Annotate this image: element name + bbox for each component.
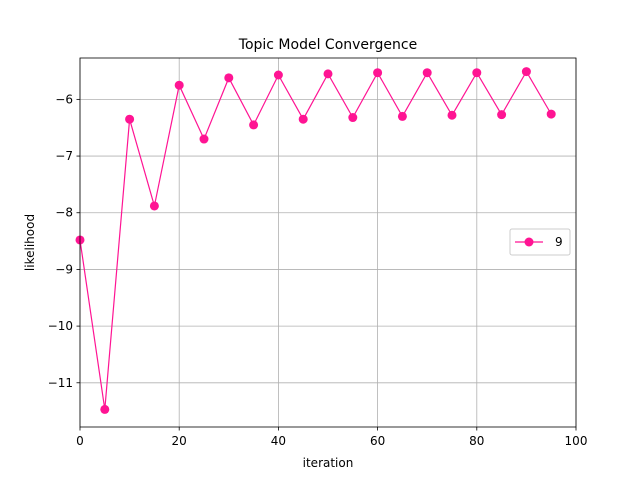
- x-tick-label: 100: [565, 434, 588, 448]
- data-point: [149, 201, 159, 211]
- x-tick-label: 60: [370, 434, 385, 448]
- data-point: [174, 80, 184, 90]
- data-point: [447, 110, 457, 120]
- data-point: [546, 109, 556, 119]
- data-point: [497, 110, 507, 120]
- ticks: 0 20 40 60 80 100 −11 −10 −9 −8 −7 −6: [48, 92, 588, 448]
- x-tick-label: 40: [271, 434, 286, 448]
- x-tick-label: 80: [469, 434, 484, 448]
- plot-area: [80, 58, 576, 427]
- legend: 9: [509, 228, 571, 256]
- data-point: [298, 114, 308, 124]
- data-point: [373, 68, 383, 78]
- data-point: [472, 68, 482, 78]
- y-tick-label: −7: [55, 149, 73, 163]
- legend-series-marker: [524, 237, 534, 247]
- data-point: [422, 68, 432, 78]
- y-axis-label: likelihood: [23, 214, 37, 271]
- data-point: [199, 134, 209, 144]
- x-tick-label: 0: [76, 434, 84, 448]
- x-axis-label: iteration: [303, 456, 354, 470]
- grid: [79, 58, 577, 427]
- data-point: [100, 404, 110, 414]
- y-tick-label: −11: [48, 376, 73, 390]
- data-point: [125, 114, 135, 124]
- data-point: [397, 111, 407, 121]
- y-tick-label: −6: [55, 92, 73, 106]
- x-tick-label: 20: [172, 434, 187, 448]
- series-line: [79, 70, 552, 410]
- data-point: [323, 69, 333, 79]
- chart-title: Topic Model Convergence: [238, 37, 417, 53]
- data-point: [224, 73, 234, 83]
- data-point: [249, 120, 259, 130]
- data-point: [521, 67, 531, 77]
- plot-frame: [79, 57, 577, 428]
- data-point: [273, 70, 283, 80]
- data-point: [348, 113, 358, 123]
- legend-series-label: 9: [555, 235, 563, 249]
- y-tick-label: −10: [48, 319, 73, 333]
- y-tick-label: −8: [55, 206, 73, 220]
- y-tick-label: −9: [55, 262, 73, 276]
- series-layer: [75, 67, 556, 414]
